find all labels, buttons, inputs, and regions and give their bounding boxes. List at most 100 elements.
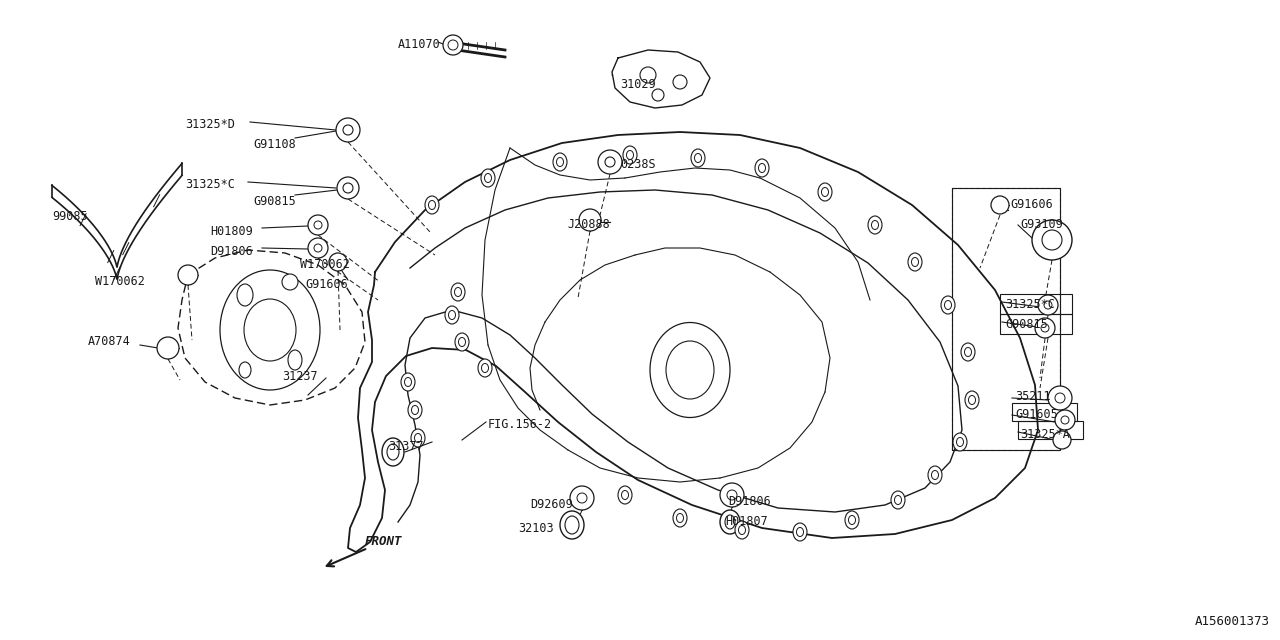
- Ellipse shape: [239, 362, 251, 378]
- Circle shape: [448, 40, 458, 50]
- Ellipse shape: [408, 401, 422, 419]
- Ellipse shape: [561, 511, 584, 539]
- Circle shape: [570, 486, 594, 510]
- Text: 0238S: 0238S: [620, 158, 655, 171]
- Ellipse shape: [445, 306, 460, 324]
- Ellipse shape: [845, 511, 859, 529]
- Ellipse shape: [956, 438, 964, 447]
- Circle shape: [1042, 230, 1062, 250]
- Ellipse shape: [564, 516, 579, 534]
- Ellipse shape: [965, 348, 972, 356]
- Circle shape: [1044, 301, 1052, 309]
- Ellipse shape: [891, 491, 905, 509]
- Text: A70874: A70874: [88, 335, 131, 348]
- Text: 31325*A: 31325*A: [1020, 428, 1070, 441]
- Polygon shape: [612, 50, 710, 108]
- Circle shape: [343, 183, 353, 193]
- Ellipse shape: [451, 283, 465, 301]
- Circle shape: [605, 157, 614, 167]
- Ellipse shape: [868, 216, 882, 234]
- Text: FIG.156-2: FIG.156-2: [488, 418, 552, 431]
- Ellipse shape: [401, 373, 415, 391]
- Ellipse shape: [759, 163, 765, 173]
- Text: G90815: G90815: [1005, 318, 1048, 331]
- Ellipse shape: [666, 341, 714, 399]
- Ellipse shape: [724, 515, 735, 529]
- Ellipse shape: [220, 270, 320, 390]
- Ellipse shape: [719, 510, 740, 534]
- Ellipse shape: [387, 444, 399, 460]
- Circle shape: [308, 238, 328, 258]
- Circle shape: [157, 337, 179, 359]
- Circle shape: [1032, 220, 1073, 260]
- Ellipse shape: [735, 521, 749, 539]
- Circle shape: [335, 118, 360, 142]
- Ellipse shape: [557, 157, 563, 166]
- Bar: [1018, 421, 1083, 439]
- Ellipse shape: [822, 188, 828, 196]
- Ellipse shape: [965, 391, 979, 409]
- Circle shape: [1036, 318, 1055, 338]
- Text: A156001373: A156001373: [1196, 615, 1270, 628]
- Circle shape: [314, 244, 323, 252]
- Ellipse shape: [623, 146, 637, 164]
- Ellipse shape: [454, 333, 468, 351]
- Circle shape: [329, 253, 347, 271]
- Ellipse shape: [895, 495, 901, 504]
- Circle shape: [337, 177, 358, 199]
- Ellipse shape: [244, 299, 296, 361]
- Circle shape: [178, 265, 198, 285]
- Ellipse shape: [961, 343, 975, 361]
- Ellipse shape: [969, 396, 975, 404]
- Ellipse shape: [695, 154, 701, 163]
- Text: 31325*C: 31325*C: [186, 178, 234, 191]
- Ellipse shape: [755, 159, 769, 177]
- Circle shape: [1038, 295, 1059, 315]
- Text: J20888: J20888: [567, 218, 609, 231]
- Ellipse shape: [941, 296, 955, 314]
- Text: D91806: D91806: [728, 495, 771, 508]
- Ellipse shape: [818, 183, 832, 201]
- Ellipse shape: [739, 525, 745, 534]
- Ellipse shape: [381, 438, 404, 466]
- Text: 31029: 31029: [620, 78, 655, 91]
- Ellipse shape: [404, 378, 411, 387]
- Ellipse shape: [458, 337, 466, 346]
- Ellipse shape: [411, 429, 425, 447]
- Text: FRONT: FRONT: [365, 535, 402, 548]
- Text: D92609: D92609: [530, 498, 572, 511]
- Circle shape: [727, 490, 737, 500]
- Text: 31237: 31237: [282, 370, 317, 383]
- Polygon shape: [348, 132, 1038, 552]
- Ellipse shape: [425, 196, 439, 214]
- Ellipse shape: [796, 527, 804, 536]
- Circle shape: [308, 215, 328, 235]
- Text: G93109: G93109: [1020, 218, 1062, 231]
- Circle shape: [579, 209, 602, 231]
- Ellipse shape: [622, 490, 628, 499]
- Text: G91606: G91606: [305, 278, 348, 291]
- Text: A11070: A11070: [398, 38, 440, 51]
- Text: G91605: G91605: [1015, 408, 1057, 421]
- Ellipse shape: [650, 323, 730, 417]
- Text: H01809: H01809: [210, 225, 252, 238]
- Circle shape: [673, 75, 687, 89]
- Circle shape: [1055, 393, 1065, 403]
- Text: H01807: H01807: [724, 515, 768, 528]
- Bar: [1000, 314, 1073, 334]
- Bar: [1000, 294, 1073, 314]
- Ellipse shape: [415, 433, 421, 442]
- Circle shape: [282, 274, 298, 290]
- Ellipse shape: [553, 153, 567, 171]
- Ellipse shape: [954, 433, 966, 451]
- Circle shape: [1041, 324, 1050, 332]
- Ellipse shape: [908, 253, 922, 271]
- Ellipse shape: [849, 515, 855, 525]
- Ellipse shape: [481, 364, 489, 372]
- Polygon shape: [178, 250, 365, 405]
- Text: 32103: 32103: [518, 522, 554, 535]
- Ellipse shape: [911, 257, 919, 266]
- Circle shape: [991, 196, 1009, 214]
- Circle shape: [1055, 410, 1075, 430]
- Ellipse shape: [288, 350, 302, 370]
